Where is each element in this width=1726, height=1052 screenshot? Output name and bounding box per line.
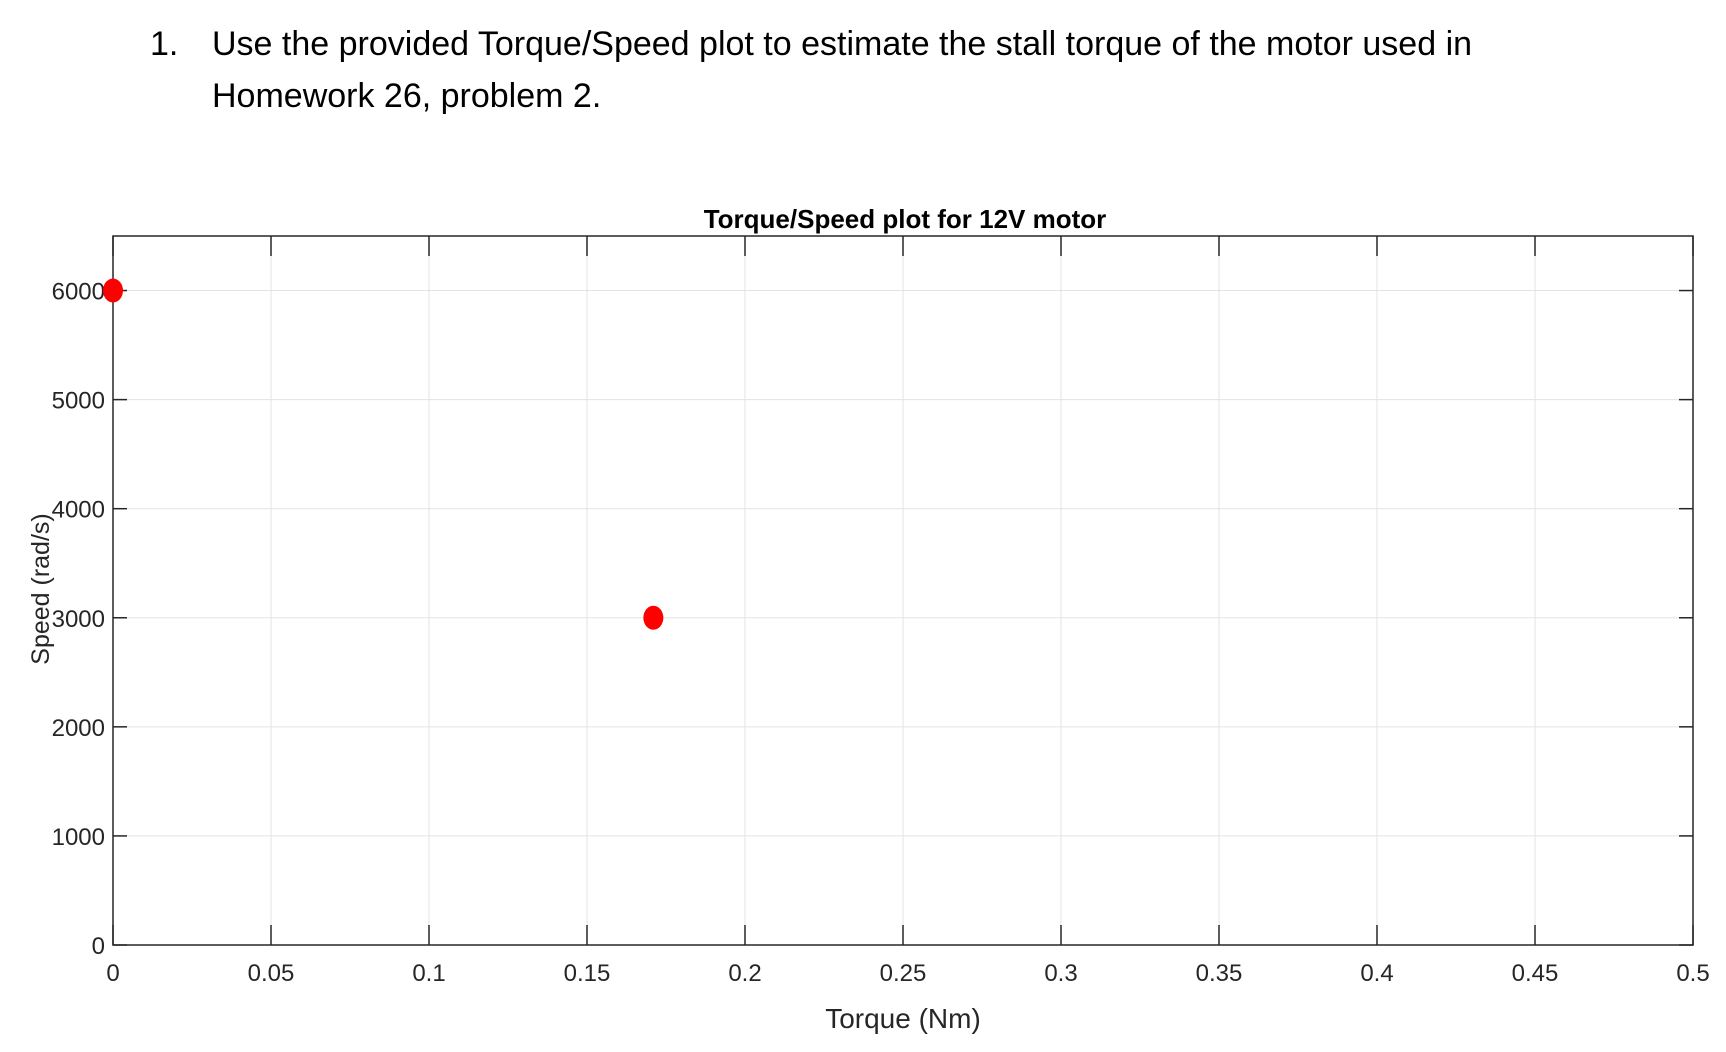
y-axis-label: Speed (rad/s)	[27, 513, 55, 664]
x-tick-label: 0.15	[564, 960, 611, 987]
plot-frame	[112, 235, 1694, 946]
y-tick-label: 5000	[52, 388, 105, 415]
question-text: Use the provided Torque/Speed plot to es…	[212, 25, 1473, 115]
y-tick-label: 0	[92, 933, 105, 960]
data-point	[643, 605, 664, 630]
chart-title: Torque/Speed plot for 12V motor	[704, 204, 1107, 234]
x-tick-label: 0.05	[248, 960, 295, 987]
x-tick-label: 0.35	[1196, 960, 1243, 987]
grid-layer	[113, 236, 1693, 945]
y-tick-label: 4000	[52, 497, 105, 524]
x-tick-label: 0.3	[1044, 960, 1077, 987]
x-tick-label: 0.4	[1360, 960, 1393, 987]
axes-layer: 0 0.05 0.1 0.15 0.2 0.25 0.3 0.35 0.4 0.45 0.5 0 100…	[52, 235, 1710, 987]
question-number: 1.	[150, 25, 179, 63]
marks-layer	[103, 278, 664, 630]
y-tick-label: 2000	[52, 715, 105, 742]
x-tick-label: 0.1	[412, 960, 445, 987]
y-tick-label: 1000	[52, 824, 105, 851]
x-axis-label: Torque (Nm)	[825, 1003, 981, 1034]
x-tick-label: 0.25	[880, 960, 927, 987]
x-tick-label: 0.2	[728, 960, 761, 987]
x-tick-label: 0.45	[1512, 960, 1559, 987]
y-tick-label: 3000	[52, 606, 105, 633]
data-point	[103, 278, 123, 303]
y-tick-label: 6000	[52, 279, 105, 306]
x-tick-label: 0	[106, 960, 119, 987]
x-tick-label: 0.5	[1676, 960, 1709, 987]
